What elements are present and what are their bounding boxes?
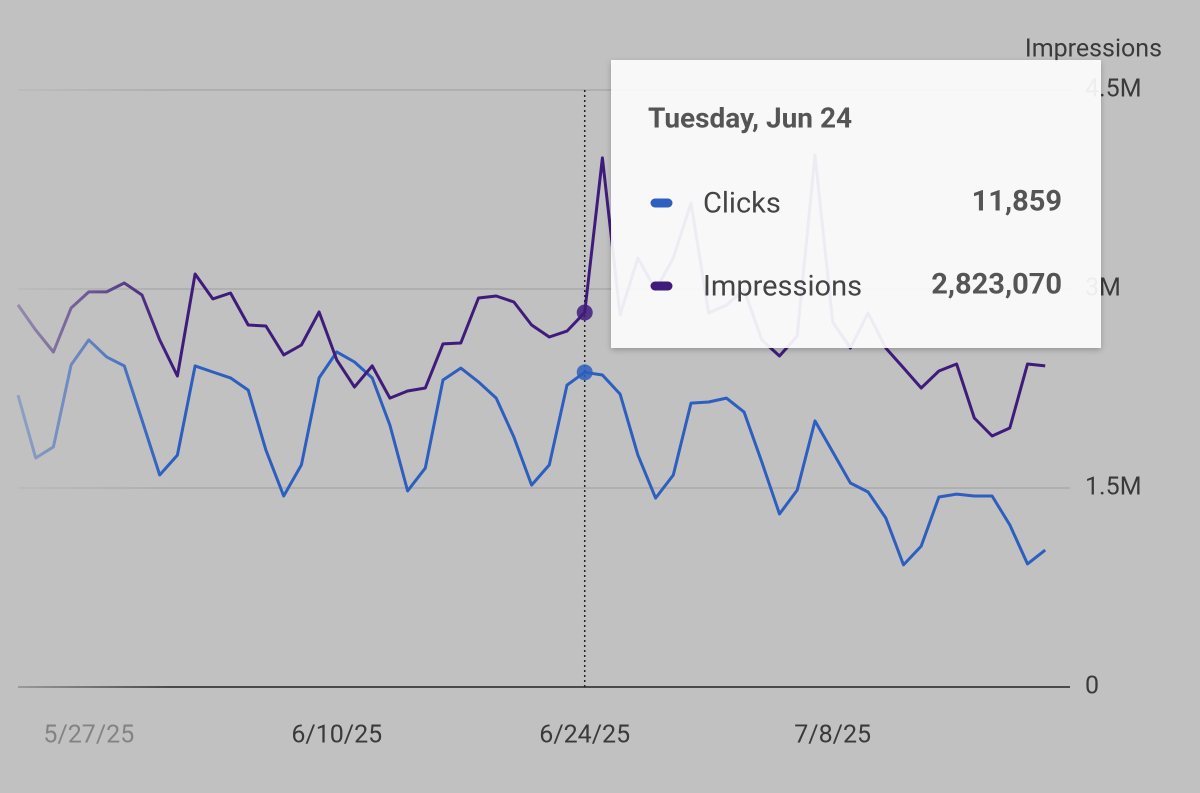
fade-overlay [0, 80, 170, 700]
y2-axis-title: Impressions [1025, 35, 1162, 64]
tooltip-title: Tuesday, Jun 24 [648, 101, 852, 134]
x-tick-label: 5/27/25 [43, 721, 134, 750]
y2-tick-label: 1.5M [1085, 473, 1142, 502]
tooltip-value: 2,823,070 [931, 268, 1062, 302]
legend-label: Impressions [703, 270, 862, 304]
x-tick-label: 7/8/25 [794, 721, 871, 750]
tooltip-value: 11,859 [972, 185, 1062, 219]
tooltip-box [611, 60, 1101, 348]
hover-point [576, 304, 593, 321]
x-tick-label: 6/10/25 [291, 721, 382, 750]
legend-label: Clicks [703, 187, 781, 221]
x-tick-label: 6/24/25 [539, 721, 630, 750]
y2-tick-label: 0 [1085, 672, 1099, 701]
hover-point [576, 364, 593, 381]
tooltip: Tuesday, Jun 24 Clicks 11,859 Impressions 2,… [611, 60, 1101, 348]
series-line [16, 338, 1047, 567]
